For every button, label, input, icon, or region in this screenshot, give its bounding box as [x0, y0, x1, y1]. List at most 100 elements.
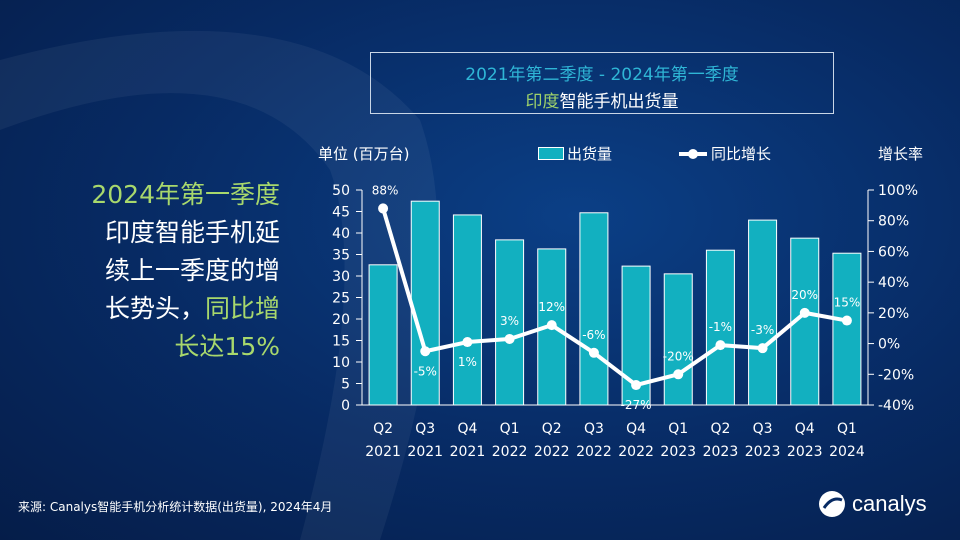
y2-tick-label: -20% — [878, 367, 914, 383]
growth-data-label: -6% — [582, 328, 605, 342]
x-tick-label-quarter: Q1 — [500, 421, 520, 437]
x-tick-label-quarter: Q3 — [415, 421, 435, 437]
growth-point — [673, 369, 684, 380]
growth-point — [504, 333, 515, 344]
x-tick-label-quarter: Q2 — [373, 421, 393, 437]
y2-tick-label: 20% — [878, 306, 909, 322]
chart-title: 印度智能手机出货量 — [371, 87, 833, 112]
y2-tick-label: 100% — [878, 183, 918, 199]
headline-part: 同比增 — [204, 294, 280, 323]
x-tick-label-year: 2023 — [703, 444, 739, 460]
y-tick-label: 5 — [341, 377, 350, 393]
x-tick-label-year: 2022 — [576, 444, 612, 460]
bar — [495, 239, 525, 406]
x-tick-label-year: 2021 — [365, 444, 401, 460]
title-rest: 智能手机出货量 — [559, 92, 679, 112]
growth-point — [757, 343, 768, 354]
growth-data-label: 20% — [791, 288, 818, 302]
legend-bar: 出货量 — [538, 143, 612, 164]
x-tick-label-year: 2022 — [534, 444, 570, 460]
growth-data-label: 3% — [500, 314, 519, 328]
x-tick-label-quarter: Q1 — [668, 421, 688, 437]
growth-point — [378, 203, 389, 214]
growth-data-label: 1% — [458, 355, 477, 369]
growth-line — [381, 207, 848, 388]
x-tick-label-quarter: Q3 — [584, 421, 604, 437]
growth-point — [799, 307, 810, 318]
growth-data-label: -3% — [751, 323, 774, 337]
canalys-logo: canalys — [818, 490, 927, 518]
x-tick-label-year: 2023 — [660, 444, 696, 460]
y-tick-label: 45 — [332, 205, 350, 221]
y-tick-label: 15 — [332, 334, 350, 350]
growth-point — [546, 320, 557, 331]
y2-tick-label: 40% — [878, 275, 909, 291]
y2-tick-label: 60% — [878, 244, 909, 260]
x-tick-label-year: 2021 — [450, 444, 486, 460]
growth-point — [715, 340, 726, 351]
x-tick-label-year: 2022 — [492, 444, 528, 460]
y-tick-label: 10 — [332, 355, 350, 371]
y-tick-label: 35 — [332, 248, 350, 264]
growth-data-label: 15% — [834, 296, 861, 310]
bar — [705, 249, 735, 406]
title-highlight: 印度 — [525, 92, 560, 112]
x-tick-label-year: 2023 — [787, 444, 823, 460]
y-axis-label: 单位 (百万台) — [318, 145, 410, 163]
growth-data-label: -1% — [709, 320, 732, 334]
canalys-logo-text: canalys — [852, 491, 927, 516]
headline-text: 2024年第一季度 印度智能手机延 续上一季度的增 长势头，同比增 长达15% — [30, 176, 280, 366]
x-tick-label-quarter: Q3 — [753, 421, 773, 437]
growth-point — [420, 346, 431, 357]
headline-line: 2024年第一季度 — [91, 180, 280, 209]
x-tick-label-quarter: Q4 — [795, 421, 815, 437]
y2-tick-label: 80% — [878, 214, 909, 230]
legend-line: 同比增长 — [678, 143, 771, 164]
growth-point — [631, 380, 642, 391]
bar — [410, 200, 440, 406]
headline-line: 长达15% — [174, 332, 280, 361]
y-tick-label: 25 — [332, 291, 350, 307]
bar — [832, 252, 862, 406]
y2-tick-label: 0% — [878, 337, 900, 353]
bar — [663, 273, 693, 406]
y-tick-label: 0 — [341, 398, 350, 414]
growth-data-label: 88% — [372, 183, 399, 197]
y-tick-label: 40 — [332, 226, 350, 242]
x-tick-label-year: 2021 — [407, 444, 443, 460]
x-tick-label-year: 2024 — [829, 444, 865, 460]
growth-point — [462, 337, 473, 348]
headline-part: 长势头， — [104, 294, 205, 323]
headline-line: 续上一季度的增 — [104, 256, 280, 285]
y-tick-label: 20 — [332, 312, 350, 328]
y-tick-label: 30 — [332, 269, 350, 285]
growth-point — [588, 347, 599, 358]
headline-line: 印度智能手机延 — [104, 218, 280, 247]
y2-axis-label: 增长率 — [878, 145, 924, 163]
x-tick-label-year: 2022 — [618, 444, 654, 460]
x-tick-label-quarter: Q4 — [626, 421, 646, 437]
growth-data-label: -27% — [621, 398, 652, 412]
x-tick-label-quarter: Q1 — [837, 421, 857, 437]
chart-title-period: 2021年第二季度 - 2024年第一季度 — [465, 65, 739, 85]
y2-tick-label: -40% — [878, 398, 914, 414]
source-note: 来源: Canalys智能手机分析统计数据(出货量), 2024年4月 — [18, 500, 333, 514]
growth-data-label: -5% — [414, 364, 437, 378]
bar — [452, 214, 482, 406]
bar — [748, 219, 778, 406]
growth-point — [841, 315, 852, 326]
bar — [579, 212, 609, 406]
legend-line-label: 同比增长 — [711, 145, 772, 163]
x-tick-label-quarter: Q4 — [457, 421, 477, 437]
x-tick-label-quarter: Q2 — [710, 421, 730, 437]
x-tick-label-quarter: Q2 — [542, 421, 562, 437]
chart-title-box: 2021年第二季度 - 2024年第一季度 印度智能手机出货量 — [370, 52, 834, 114]
x-tick-label-year: 2023 — [745, 444, 781, 460]
y-tick-label: 50 — [332, 183, 350, 199]
growth-data-label: 12% — [538, 300, 565, 314]
legend-bar-label: 出货量 — [567, 145, 613, 163]
headline-line: 长势头，同比增 — [30, 290, 280, 328]
